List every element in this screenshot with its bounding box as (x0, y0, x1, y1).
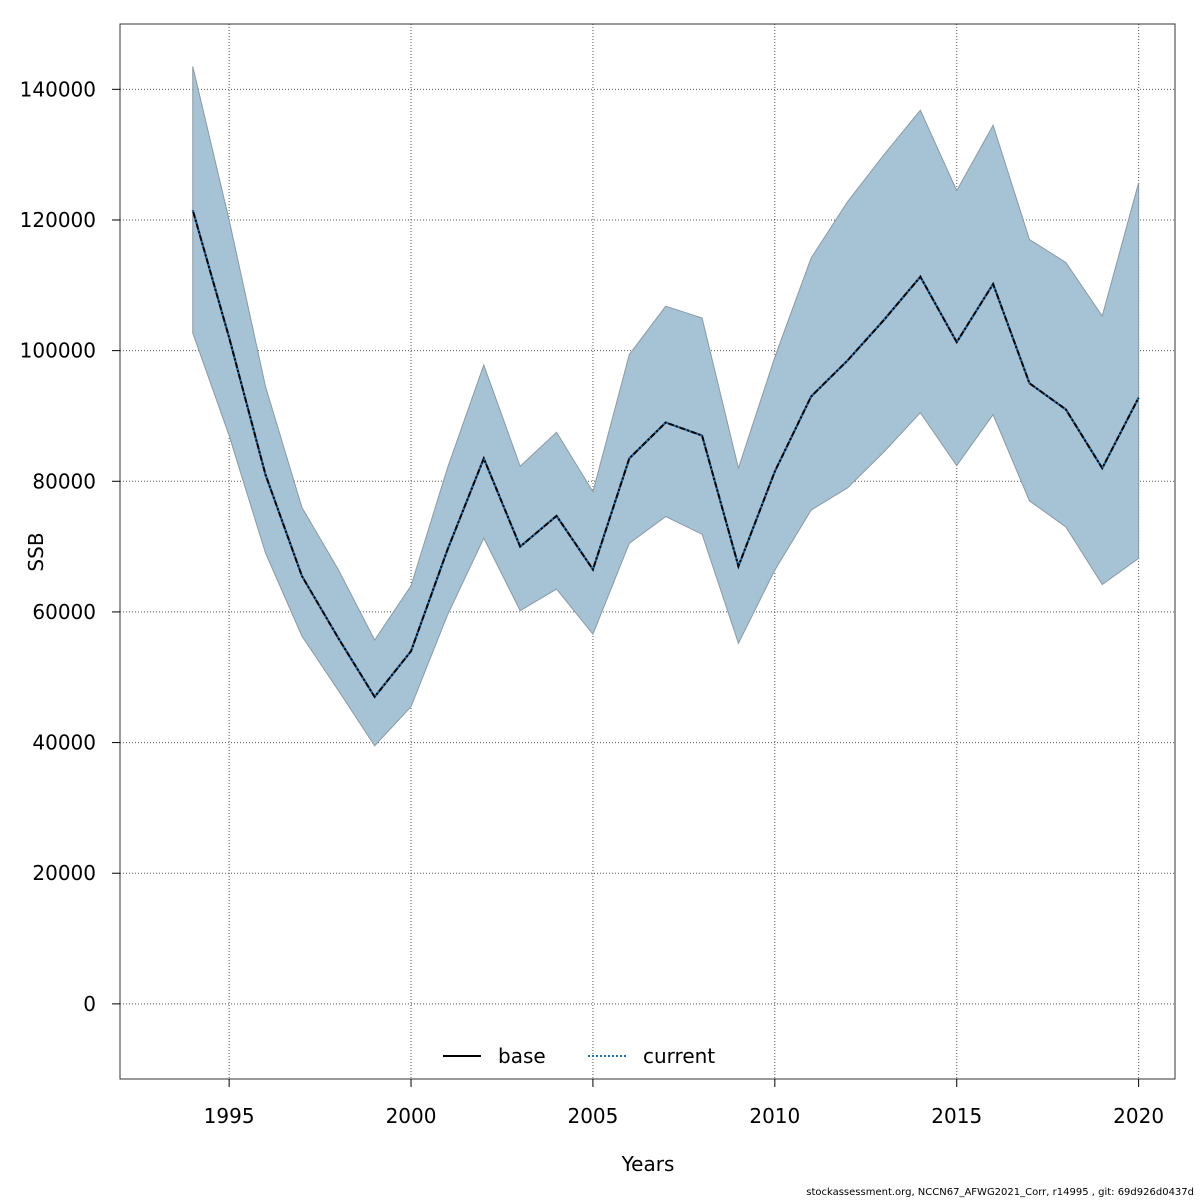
series-lines (191, 209, 1140, 699)
y-axis-ticks: 0 20000 40000 60000 80000 100000 120000 140000 (20, 77, 120, 1016)
x-tick-label: 2015 (931, 1104, 982, 1128)
x-tick-label: 2005 (567, 1104, 618, 1128)
y-tick-label: 60000 (32, 600, 96, 624)
y-tick-label: 20000 (32, 861, 96, 885)
footer-credit: stockassessment.org, NCCN67_AFWG2021_Cor… (806, 1187, 1194, 1198)
x-axis-title: Years (621, 1152, 675, 1176)
y-tick-label: 0 (83, 992, 96, 1016)
y-tick-label: 140000 (20, 77, 96, 101)
x-axis-ticks: 1995 2000 2005 2010 2015 2020 (204, 1079, 1164, 1128)
x-tick-label: 2000 (386, 1104, 437, 1128)
legend: base current (443, 1044, 715, 1068)
plot-frame (119, 23, 1176, 1080)
x-tick-label: 2020 (1113, 1104, 1164, 1128)
y-tick-label: 100000 (20, 339, 96, 363)
confidence-band-group (192, 66, 1140, 747)
y-tick-label: 120000 (20, 208, 96, 232)
confidence-band (192, 66, 1140, 747)
y-tick-label: 80000 (32, 469, 96, 493)
x-tick-label: 2010 (749, 1104, 800, 1128)
y-tick-label: 40000 (32, 731, 96, 755)
series-line-current-overlay (191, 209, 1140, 699)
legend-label-current: current (643, 1044, 715, 1068)
y-axis-title: SSB (24, 532, 48, 571)
legend-label-base: base (498, 1044, 546, 1068)
x-tick-label: 1995 (204, 1104, 255, 1128)
